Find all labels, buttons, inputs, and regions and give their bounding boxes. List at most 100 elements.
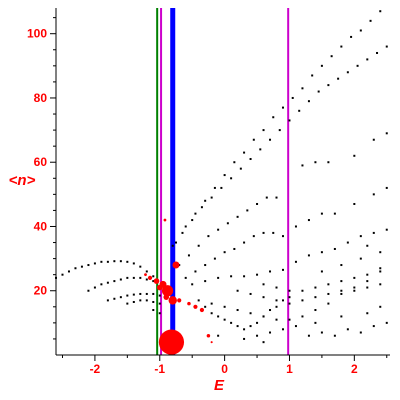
black-point	[372, 325, 375, 328]
black-point	[191, 283, 194, 286]
black-point	[132, 276, 135, 279]
black-point	[272, 231, 275, 234]
black-point	[213, 186, 216, 189]
y-tick-label: 20	[34, 284, 48, 298]
black-point	[230, 275, 233, 278]
black-point	[366, 244, 369, 247]
black-point	[307, 334, 310, 337]
black-point	[385, 132, 388, 135]
black-point	[145, 299, 148, 302]
black-point	[184, 276, 187, 279]
black-point	[320, 212, 323, 215]
black-point	[210, 302, 213, 305]
black-point	[139, 292, 142, 295]
black-point	[152, 300, 155, 303]
black-point	[126, 260, 129, 263]
red-point	[177, 298, 182, 303]
black-point	[330, 55, 333, 58]
black-point	[314, 309, 317, 312]
black-point	[259, 148, 262, 151]
red-point	[161, 285, 174, 297]
black-point	[113, 280, 116, 283]
black-point	[252, 138, 255, 141]
black-point	[226, 222, 229, 225]
black-point	[291, 96, 294, 99]
y-axis-label: <n>	[9, 172, 36, 189]
black-point	[145, 292, 148, 295]
black-point	[385, 228, 388, 231]
black-point	[327, 283, 330, 286]
black-point	[67, 270, 70, 273]
black-point	[80, 265, 83, 268]
black-point	[256, 202, 259, 205]
black-point	[223, 174, 226, 177]
black-point	[333, 212, 336, 215]
y-axis-ticks: 20 40 60 80 100	[27, 17, 56, 340]
black-point	[204, 199, 207, 202]
black-point	[217, 315, 220, 318]
black-point	[269, 270, 272, 273]
black-point	[119, 260, 122, 263]
black-point	[333, 247, 336, 250]
black-point	[311, 74, 314, 77]
black-point	[106, 260, 109, 263]
black-point	[275, 299, 278, 302]
black-point	[294, 325, 297, 328]
red-point	[153, 278, 160, 284]
black-point	[314, 296, 317, 299]
red-points-series	[144, 218, 213, 355]
black-point	[288, 119, 291, 122]
black-point	[243, 328, 246, 331]
black-point	[236, 309, 239, 312]
black-point	[379, 270, 382, 273]
black-point	[217, 228, 220, 231]
black-point	[145, 270, 148, 273]
red-point	[172, 261, 180, 269]
y-tick-label: 40	[34, 219, 48, 233]
black-point	[379, 251, 382, 254]
black-point	[243, 151, 246, 154]
y-tick-label: 60	[34, 155, 48, 169]
red-point	[163, 294, 170, 300]
black-point	[314, 286, 317, 289]
black-point	[372, 231, 375, 234]
black-point	[126, 294, 129, 297]
black-point	[353, 289, 356, 292]
black-point	[210, 196, 213, 199]
red-point	[210, 341, 213, 344]
black-point	[353, 202, 356, 205]
black-point	[256, 321, 259, 324]
black-point	[194, 270, 197, 273]
black-point	[314, 321, 317, 324]
black-point	[320, 251, 323, 254]
black-point	[314, 161, 317, 164]
black-point	[233, 247, 236, 250]
black-point	[327, 84, 330, 87]
black-point	[262, 129, 265, 132]
black-point	[294, 225, 297, 228]
black-point	[249, 292, 252, 295]
black-point	[262, 283, 265, 286]
black-point	[236, 289, 239, 292]
black-point	[152, 280, 155, 283]
black-point	[174, 241, 177, 244]
black-point	[281, 328, 284, 331]
black-point	[252, 235, 255, 238]
black-point	[294, 260, 297, 263]
black-point	[249, 158, 252, 161]
black-point	[113, 297, 116, 300]
black-point	[184, 225, 187, 228]
black-point	[181, 231, 184, 234]
black-point	[301, 164, 304, 167]
x-tick-label: -2	[90, 362, 101, 376]
black-point	[340, 315, 343, 318]
black-point	[359, 235, 362, 238]
black-point	[340, 280, 343, 283]
black-point	[327, 292, 330, 295]
black-point	[132, 293, 135, 296]
black-point	[243, 337, 246, 340]
black-point	[359, 331, 362, 334]
black-point	[356, 64, 359, 67]
red-point	[163, 218, 167, 222]
black-point	[87, 289, 90, 292]
